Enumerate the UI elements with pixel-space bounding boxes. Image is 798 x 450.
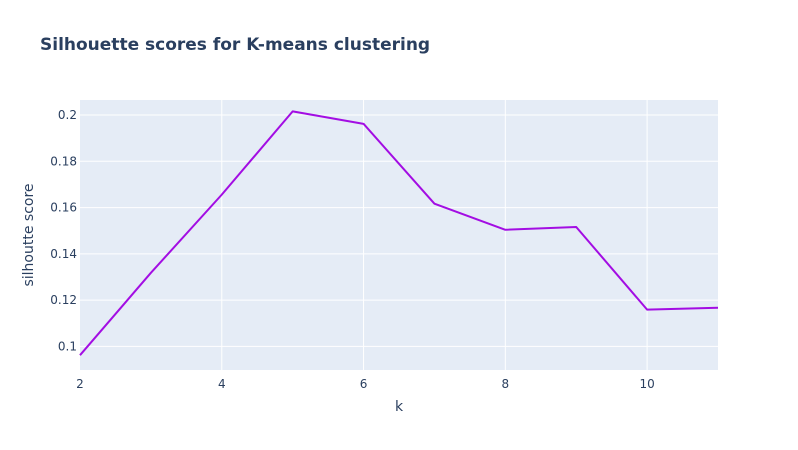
chart-title: Silhouette scores for K-means clustering <box>40 35 430 55</box>
tick-labels: 2 4 6 8 10 0.1 0.12 0.14 0.16 0.18 0.2 <box>50 108 654 391</box>
x-tick-label: 2 <box>76 377 84 391</box>
plot-area <box>80 100 718 370</box>
series-line <box>79 110 719 356</box>
y-tick-label: 0.12 <box>50 293 77 307</box>
y-axis-title: silhoutte score <box>21 183 37 286</box>
x-tick-label: 10 <box>639 377 654 391</box>
grid <box>80 100 718 370</box>
x-axis-title: k <box>395 399 404 415</box>
x-tick-label: 6 <box>360 377 368 391</box>
x-tick-label: 8 <box>502 377 510 391</box>
y-tick-label: 0.1 <box>58 339 77 353</box>
y-tick-label: 0.16 <box>50 201 77 215</box>
y-tick-label: 0.2 <box>58 108 77 122</box>
y-tick-label: 0.14 <box>50 247 77 261</box>
series-lines <box>79 110 719 356</box>
y-tick-label: 0.18 <box>50 154 77 168</box>
x-tick-label: 4 <box>218 377 226 391</box>
